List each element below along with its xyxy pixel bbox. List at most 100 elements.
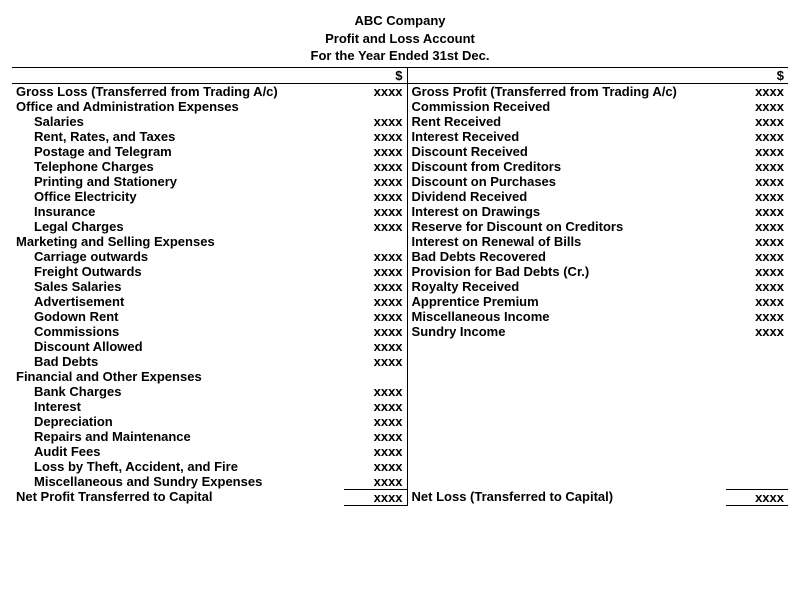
credit-label: Interest Received — [407, 129, 726, 144]
pl-account-table: $ $ Gross Loss (Transferred from Trading… — [12, 67, 788, 506]
net-profit-amount: xxxx — [344, 489, 407, 505]
line-item-row: Marketing and Selling Expenses Interest o… — [12, 234, 788, 249]
line-item-row: SalariesxxxxRent Receivedxxxx — [12, 114, 788, 129]
statement-title: Profit and Loss Account — [12, 30, 788, 48]
debit-amount — [344, 99, 407, 114]
currency-right: $ — [726, 67, 788, 83]
credit-amount: xxxx — [726, 114, 788, 129]
debit-label: Printing and Stationery — [12, 174, 344, 189]
credit-amount — [726, 384, 788, 399]
line-item-row: Godown RentxxxxMiscellaneous Incomexxxx — [12, 309, 788, 324]
debit-amount: xxxx — [344, 384, 407, 399]
debit-label: Postage and Telegram — [12, 144, 344, 159]
debit-amount: xxxx — [344, 264, 407, 279]
line-item-row: Bad Debtsxxxx — [12, 354, 788, 369]
credit-label: Rent Received — [407, 114, 726, 129]
debit-label: Repairs and Maintenance — [12, 429, 344, 444]
debit-amount: xxxx — [344, 324, 407, 339]
debit-amount: xxxx — [344, 249, 407, 264]
debit-label: Sales Salaries — [12, 279, 344, 294]
debit-amount: xxxx — [344, 339, 407, 354]
credit-label: Provision for Bad Debts (Cr.) — [407, 264, 726, 279]
debit-amount: xxxx — [344, 219, 407, 234]
credit-label — [407, 444, 726, 459]
line-item-row: Financial and Other Expenses — [12, 369, 788, 384]
debit-amount: xxxx — [344, 174, 407, 189]
debit-amount: xxxx — [344, 309, 407, 324]
credit-label: Bad Debts Recovered — [407, 249, 726, 264]
credit-amount: xxxx — [726, 129, 788, 144]
credit-amount — [726, 399, 788, 414]
debit-amount: xxxx — [344, 354, 407, 369]
debit-amount: xxxx — [344, 189, 407, 204]
statement-header: ABC Company Profit and Loss Account For … — [12, 12, 788, 65]
credit-label — [407, 429, 726, 444]
credit-label: Discount Received — [407, 144, 726, 159]
debit-amount — [344, 369, 407, 384]
line-item-row: Carriage outwardsxxxxBad Debts Recovered… — [12, 249, 788, 264]
line-item-row: Postage and Telegram xxxxDiscount Receive… — [12, 144, 788, 159]
credit-amount: xxxx — [726, 279, 788, 294]
debit-label: Salaries — [12, 114, 344, 129]
debit-label: Office Electricity — [12, 189, 344, 204]
credit-amount: xxxx — [726, 309, 788, 324]
debit-amount: xxxx — [344, 129, 407, 144]
debit-label: Depreciation — [12, 414, 344, 429]
debit-amount: xxxx — [344, 399, 407, 414]
credit-amount: xxxx — [726, 189, 788, 204]
credit-label: Discount from Creditors — [407, 159, 726, 174]
debit-label: Bank Charges — [12, 384, 344, 399]
currency-header-row: $ $ — [12, 67, 788, 83]
line-item-row: CommissionsxxxxSundry Incomexxxx — [12, 324, 788, 339]
credit-label: Sundry Income — [407, 324, 726, 339]
debit-amount: xxxx — [344, 414, 407, 429]
debit-label: Godown Rent — [12, 309, 344, 324]
line-item-row: Sales SalariesxxxxRoyalty Receivedxxxx — [12, 279, 788, 294]
credit-label: Dividend Received — [407, 189, 726, 204]
credit-amount: xxxx — [726, 144, 788, 159]
line-item-row: Legal ChargesxxxxReserve for Discount on… — [12, 219, 788, 234]
currency-left: $ — [344, 67, 407, 83]
credit-label: Commission Received — [407, 99, 726, 114]
debit-label: Miscellaneous and Sundry Expenses — [12, 474, 344, 490]
credit-label: Interest on Renewal of Bills — [407, 234, 726, 249]
credit-label — [407, 459, 726, 474]
debit-label: Legal Charges — [12, 219, 344, 234]
company-name: ABC Company — [12, 12, 788, 30]
credit-label: Miscellaneous Income — [407, 309, 726, 324]
credit-amount — [726, 339, 788, 354]
debit-label: Marketing and Selling Expenses — [12, 234, 344, 249]
credit-label: Royalty Received — [407, 279, 726, 294]
line-item-row: Audit Feesxxxx — [12, 444, 788, 459]
line-item-row: Gross Loss (Transferred from Trading A/c… — [12, 83, 788, 99]
debit-label: Office and Administration Expenses — [12, 99, 344, 114]
debit-amount: xxxx — [344, 444, 407, 459]
credit-amount: xxxx — [726, 264, 788, 279]
debit-label: Telephone Charges — [12, 159, 344, 174]
line-item-row: Telephone ChargesxxxxDiscount from Credi… — [12, 159, 788, 174]
credit-amount: xxxx — [726, 219, 788, 234]
net-loss-label: Net Loss (Transferred to Capital) — [407, 489, 726, 505]
credit-amount: xxxx — [726, 174, 788, 189]
credit-label: Discount on Purchases — [407, 174, 726, 189]
credit-amount: xxxx — [726, 249, 788, 264]
debit-amount — [344, 234, 407, 249]
credit-label: Reserve for Discount on Creditors — [407, 219, 726, 234]
credit-amount: xxxx — [726, 83, 788, 99]
line-item-row: Office ElectricityxxxxDividend Receivedx… — [12, 189, 788, 204]
credit-amount — [726, 354, 788, 369]
debit-label: Commissions — [12, 324, 344, 339]
credit-amount — [726, 369, 788, 384]
credit-label — [407, 474, 726, 490]
debit-label: Interest — [12, 399, 344, 414]
line-item-row: InsurancexxxxInterest on Drawingsxxxx — [12, 204, 788, 219]
credit-label — [407, 384, 726, 399]
debit-amount: xxxx — [344, 279, 407, 294]
debit-label: Bad Debts — [12, 354, 344, 369]
credit-label — [407, 369, 726, 384]
debit-label: Gross Loss (Transferred from Trading A/c… — [12, 83, 344, 99]
line-item-row: Discount Allowedxxxx — [12, 339, 788, 354]
credit-label: Apprentice Premium — [407, 294, 726, 309]
debit-label: Discount Allowed — [12, 339, 344, 354]
line-item-row: Freight OutwardsxxxxProvision for Bad De… — [12, 264, 788, 279]
